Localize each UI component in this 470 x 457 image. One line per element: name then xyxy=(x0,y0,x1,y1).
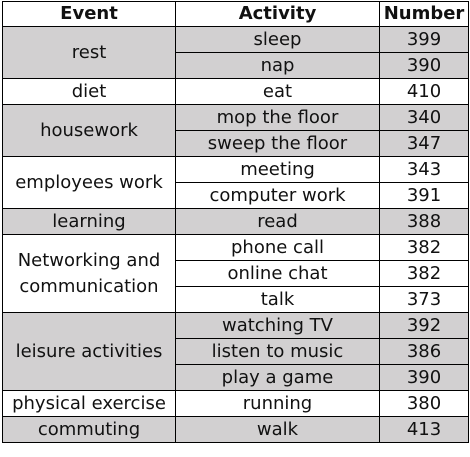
table-row: Networking and communication phone call … xyxy=(2,234,469,313)
number-cell: 390 xyxy=(379,52,469,79)
number-cell: 340 xyxy=(379,104,469,131)
activity-cell: talk xyxy=(175,286,380,313)
event-cell: leisure activities xyxy=(2,312,176,391)
event-cell: diet xyxy=(2,78,176,105)
number-cell: 388 xyxy=(379,208,469,235)
number-cell: 343 xyxy=(379,156,469,183)
table-row: learning read 388 xyxy=(2,208,469,235)
event-cell: physical exercise xyxy=(2,390,176,417)
table-row: diet eat 410 xyxy=(2,78,469,105)
activity-cell: sweep the floor xyxy=(175,130,380,157)
number-cell: 413 xyxy=(379,416,469,443)
activity-cell: eat xyxy=(175,78,380,105)
activity-cell: running xyxy=(175,390,380,417)
activity-cell: walk xyxy=(175,416,380,443)
event-cell: learning xyxy=(2,208,176,235)
activity-cell: meeting xyxy=(175,156,380,183)
header-row: Event Activity Number xyxy=(2,1,469,27)
number-cell: 391 xyxy=(379,182,469,209)
number-cell: 347 xyxy=(379,130,469,157)
header-activity: Activity xyxy=(175,1,380,27)
activity-table: Event Activity Number rest sleep 399 nap… xyxy=(2,1,469,443)
number-cell: 399 xyxy=(379,26,469,53)
number-cell: 373 xyxy=(379,286,469,313)
activity-cell: mop the floor xyxy=(175,104,380,131)
table-row: leisure activities watching TV 392 xyxy=(2,312,469,391)
event-cell: employees work xyxy=(2,156,176,209)
number-cell: 390 xyxy=(379,364,469,391)
header-number: Number xyxy=(379,1,469,27)
number-cell: 392 xyxy=(379,312,469,339)
table-row: talk 373 xyxy=(3,286,469,313)
number-cell: 380 xyxy=(379,390,469,417)
number-cell: 382 xyxy=(379,260,469,287)
header-event: Event xyxy=(2,1,176,27)
activity-cell: phone call xyxy=(175,234,380,261)
table-row: physical exercise running 380 xyxy=(2,390,469,417)
table-row: rest sleep 399 xyxy=(2,26,469,79)
table-row: play a game 390 xyxy=(3,364,469,391)
table-row: computer work 391 xyxy=(3,182,469,209)
activity-cell: play a game xyxy=(175,364,380,391)
number-cell: 410 xyxy=(379,78,469,105)
activity-cell: nap xyxy=(175,52,380,79)
activity-cell: sleep xyxy=(175,26,380,53)
event-cell: rest xyxy=(2,26,176,79)
event-cell: commuting xyxy=(2,416,176,443)
number-cell: 386 xyxy=(379,338,469,365)
activity-cell: read xyxy=(175,208,380,235)
table-row: employees work meeting 343 xyxy=(2,156,469,209)
table-row: commuting walk 413 xyxy=(2,416,469,443)
table-row: housework mop the floor 340 xyxy=(2,104,469,157)
number-cell: 382 xyxy=(379,234,469,261)
activity-cell: computer work xyxy=(175,182,380,209)
activity-cell: watching TV xyxy=(175,312,380,339)
activity-cell: listen to music xyxy=(175,338,380,365)
table-row: nap 390 xyxy=(3,52,469,79)
table-row: listen to music 386 xyxy=(3,338,469,365)
activity-cell: online chat xyxy=(175,260,380,287)
event-cell: Networking and communication xyxy=(2,234,176,313)
table-row: online chat 382 xyxy=(3,260,469,287)
event-cell: housework xyxy=(2,104,176,157)
